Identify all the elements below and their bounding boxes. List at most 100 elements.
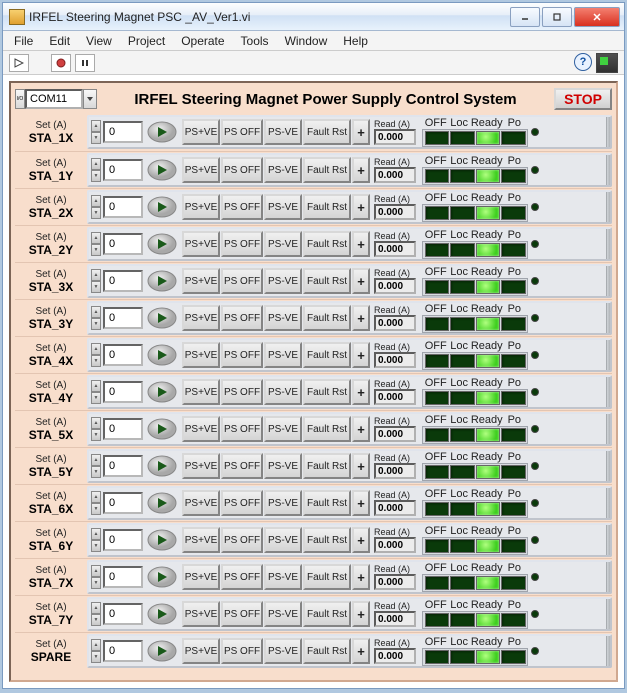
ps-positive-button[interactable]: PS+VE (182, 527, 220, 553)
set-value-input[interactable]: 0 (103, 307, 143, 329)
ps-negative-button[interactable]: PS-VE (264, 342, 302, 368)
menu-help[interactable]: Help (336, 32, 375, 50)
plus-button[interactable]: + (352, 268, 370, 294)
fault-reset-button[interactable]: Fault Rst (303, 601, 351, 627)
close-button[interactable] (574, 7, 620, 27)
ps-negative-button[interactable]: PS-VE (264, 527, 302, 553)
scrollbar-edge[interactable] (606, 599, 610, 629)
ps-negative-button[interactable]: PS-VE (264, 601, 302, 627)
ps-off-button[interactable]: PS OFF (221, 564, 263, 590)
abort-button[interactable] (51, 54, 71, 72)
run-toggle[interactable] (147, 121, 177, 143)
fault-reset-button[interactable]: Fault Rst (303, 342, 351, 368)
fault-reset-button[interactable]: Fault Rst (303, 119, 351, 145)
ps-off-button[interactable]: PS OFF (221, 638, 263, 664)
menu-file[interactable]: File (7, 32, 40, 50)
ps-off-button[interactable]: PS OFF (221, 342, 263, 368)
ps-off-button[interactable]: PS OFF (221, 231, 263, 257)
plus-button[interactable]: + (352, 490, 370, 516)
run-toggle[interactable] (147, 455, 177, 477)
plus-button[interactable]: + (352, 453, 370, 479)
plus-button[interactable]: + (352, 601, 370, 627)
minimize-button[interactable] (510, 7, 540, 27)
set-spinner[interactable]: ▲▼ (91, 639, 101, 663)
plus-button[interactable]: + (352, 638, 370, 664)
fault-reset-button[interactable]: Fault Rst (303, 305, 351, 331)
ps-positive-button[interactable]: PS+VE (182, 305, 220, 331)
ps-off-button[interactable]: PS OFF (221, 453, 263, 479)
fault-reset-button[interactable]: Fault Rst (303, 157, 351, 183)
run-toggle[interactable] (147, 381, 177, 403)
scrollbar-edge[interactable] (606, 562, 610, 592)
run-toggle[interactable] (147, 566, 177, 588)
scrollbar-edge[interactable] (606, 192, 610, 222)
set-value-input[interactable]: 0 (103, 159, 143, 181)
set-value-input[interactable]: 0 (103, 270, 143, 292)
fault-reset-button[interactable]: Fault Rst (303, 416, 351, 442)
ps-positive-button[interactable]: PS+VE (182, 453, 220, 479)
run-toggle[interactable] (147, 492, 177, 514)
set-value-input[interactable]: 0 (103, 455, 143, 477)
scrollbar-edge[interactable] (606, 117, 610, 147)
ps-off-button[interactable]: PS OFF (221, 305, 263, 331)
plus-button[interactable]: + (352, 564, 370, 590)
ps-negative-button[interactable]: PS-VE (264, 379, 302, 405)
ps-negative-button[interactable]: PS-VE (264, 268, 302, 294)
menu-window[interactable]: Window (278, 32, 335, 50)
maximize-button[interactable] (542, 7, 572, 27)
stop-button[interactable]: STOP (554, 88, 612, 110)
set-spinner[interactable]: ▲▼ (91, 269, 101, 293)
ps-positive-button[interactable]: PS+VE (182, 379, 220, 405)
plus-button[interactable]: + (352, 305, 370, 331)
ps-off-button[interactable]: PS OFF (221, 194, 263, 220)
scrollbar-edge[interactable] (606, 303, 610, 333)
set-value-input[interactable]: 0 (103, 640, 143, 662)
ps-off-button[interactable]: PS OFF (221, 119, 263, 145)
run-toggle[interactable] (147, 418, 177, 440)
set-value-input[interactable]: 0 (103, 233, 143, 255)
ps-negative-button[interactable]: PS-VE (264, 416, 302, 442)
set-spinner[interactable]: ▲▼ (91, 195, 101, 219)
set-spinner[interactable]: ▲▼ (91, 380, 101, 404)
set-spinner[interactable]: ▲▼ (91, 232, 101, 256)
set-spinner[interactable]: ▲▼ (91, 528, 101, 552)
ps-positive-button[interactable]: PS+VE (182, 490, 220, 516)
ps-positive-button[interactable]: PS+VE (182, 416, 220, 442)
fault-reset-button[interactable]: Fault Rst (303, 490, 351, 516)
run-toggle[interactable] (147, 640, 177, 662)
ps-negative-button[interactable]: PS-VE (264, 157, 302, 183)
ps-off-button[interactable]: PS OFF (221, 601, 263, 627)
set-spinner[interactable]: ▲▼ (91, 454, 101, 478)
ps-off-button[interactable]: PS OFF (221, 527, 263, 553)
set-spinner[interactable]: ▲▼ (91, 306, 101, 330)
ps-off-button[interactable]: PS OFF (221, 157, 263, 183)
set-value-input[interactable]: 0 (103, 603, 143, 625)
ps-negative-button[interactable]: PS-VE (264, 119, 302, 145)
set-spinner[interactable]: ▲▼ (91, 602, 101, 626)
ps-positive-button[interactable]: PS+VE (182, 342, 220, 368)
pause-button[interactable] (75, 54, 95, 72)
ps-off-button[interactable]: PS OFF (221, 379, 263, 405)
set-value-input[interactable]: 0 (103, 196, 143, 218)
fault-reset-button[interactable]: Fault Rst (303, 379, 351, 405)
plus-button[interactable]: + (352, 157, 370, 183)
run-toggle[interactable] (147, 344, 177, 366)
fault-reset-button[interactable]: Fault Rst (303, 564, 351, 590)
menu-edit[interactable]: Edit (42, 32, 77, 50)
ps-negative-button[interactable]: PS-VE (264, 453, 302, 479)
fault-reset-button[interactable]: Fault Rst (303, 231, 351, 257)
scrollbar-edge[interactable] (606, 377, 610, 407)
set-value-input[interactable]: 0 (103, 492, 143, 514)
ps-positive-button[interactable]: PS+VE (182, 268, 220, 294)
ps-negative-button[interactable]: PS-VE (264, 231, 302, 257)
ps-negative-button[interactable]: PS-VE (264, 194, 302, 220)
plus-button[interactable]: + (352, 231, 370, 257)
ps-positive-button[interactable]: PS+VE (182, 119, 220, 145)
run-toggle[interactable] (147, 307, 177, 329)
fault-reset-button[interactable]: Fault Rst (303, 268, 351, 294)
set-value-input[interactable]: 0 (103, 121, 143, 143)
scrollbar-edge[interactable] (606, 229, 610, 259)
set-spinner[interactable]: ▲▼ (91, 120, 101, 144)
ps-negative-button[interactable]: PS-VE (264, 490, 302, 516)
plus-button[interactable]: + (352, 379, 370, 405)
